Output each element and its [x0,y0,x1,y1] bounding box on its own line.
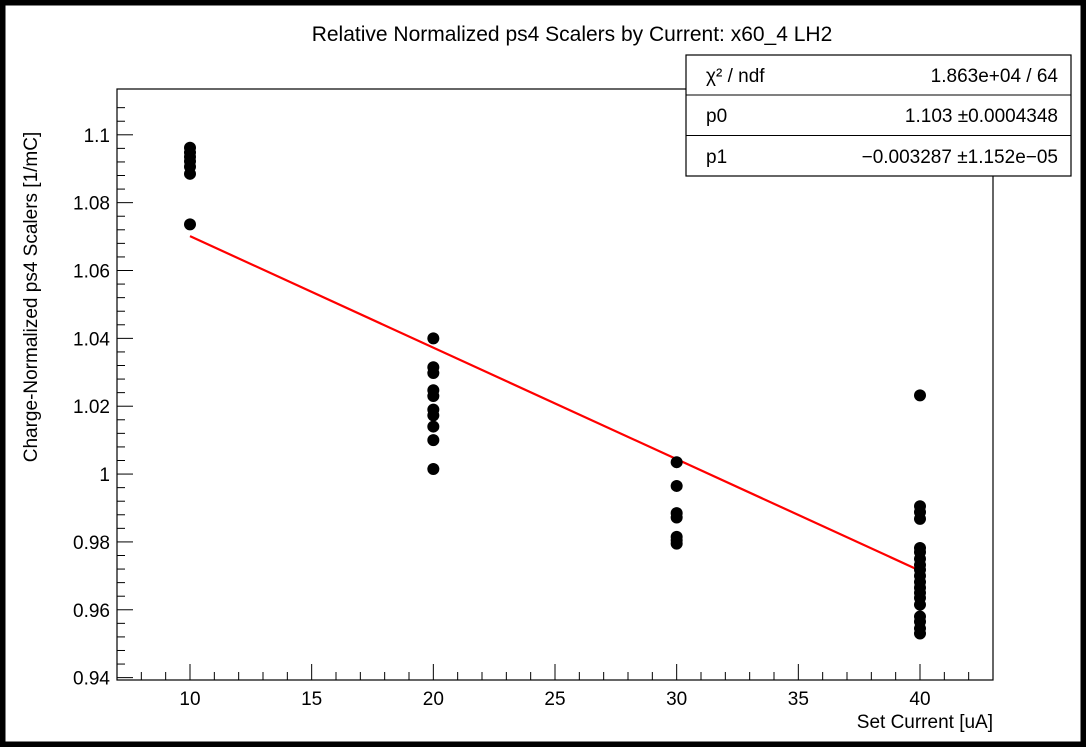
data-point [671,456,683,468]
data-point [184,218,196,230]
y-axis-label: Charge-Normalized ps4 Scalers [1/mC] [21,132,42,463]
y-tick-label: 0.94 [73,669,110,690]
data-point [427,463,439,475]
x-tick-label: 10 [179,689,200,710]
stats-value-p0: 1.103 ±0.0004348 [905,106,1058,127]
data-point [427,367,439,379]
chart-title: Relative Normalized ps4 Scalers by Curre… [312,23,833,46]
y-tick-label: 1.08 [73,194,110,215]
x-axis-label: Set Current [uA] [857,712,993,733]
data-point [427,390,439,402]
data-point [427,409,439,421]
data-point [184,168,196,180]
data-point [914,599,926,611]
y-tick-label: 1.04 [73,329,110,350]
stats-value-chi2-ndf: 1.863e+04 / 64 [931,66,1059,87]
y-tick-label: 1 [99,465,110,486]
data-point [671,511,683,523]
data-point [914,628,926,640]
x-tick-label: 30 [666,689,687,710]
fit-stats-box: χ² / ndf 1.863e+04 / 64 p0 1.103 ±0.0004… [686,55,1071,176]
y-tick-label: 0.98 [73,533,110,554]
data-point [914,389,926,401]
stats-label-p1: p1 [706,147,727,168]
stats-label-chi2-ndf: χ² / ndf [706,66,765,87]
x-tick-label: 20 [423,689,444,710]
x-tick-label: 25 [544,689,565,710]
y-tick-label: 0.96 [73,601,110,622]
data-point [914,513,926,525]
y-tick-label: 1.1 [84,126,110,147]
x-tick-label: 35 [788,689,809,710]
data-point [427,421,439,433]
data-point [427,434,439,446]
x-tick-label: 40 [909,689,930,710]
data-point [427,332,439,344]
x-tick-label: 15 [301,689,322,710]
y-tick-label: 1.02 [73,397,110,418]
data-point [671,480,683,492]
y-tick-label: 1.06 [73,262,110,283]
stats-label-p0: p0 [706,106,727,127]
data-point [671,538,683,550]
stats-value-p1: −0.003287 ±1.152e−05 [862,147,1058,168]
